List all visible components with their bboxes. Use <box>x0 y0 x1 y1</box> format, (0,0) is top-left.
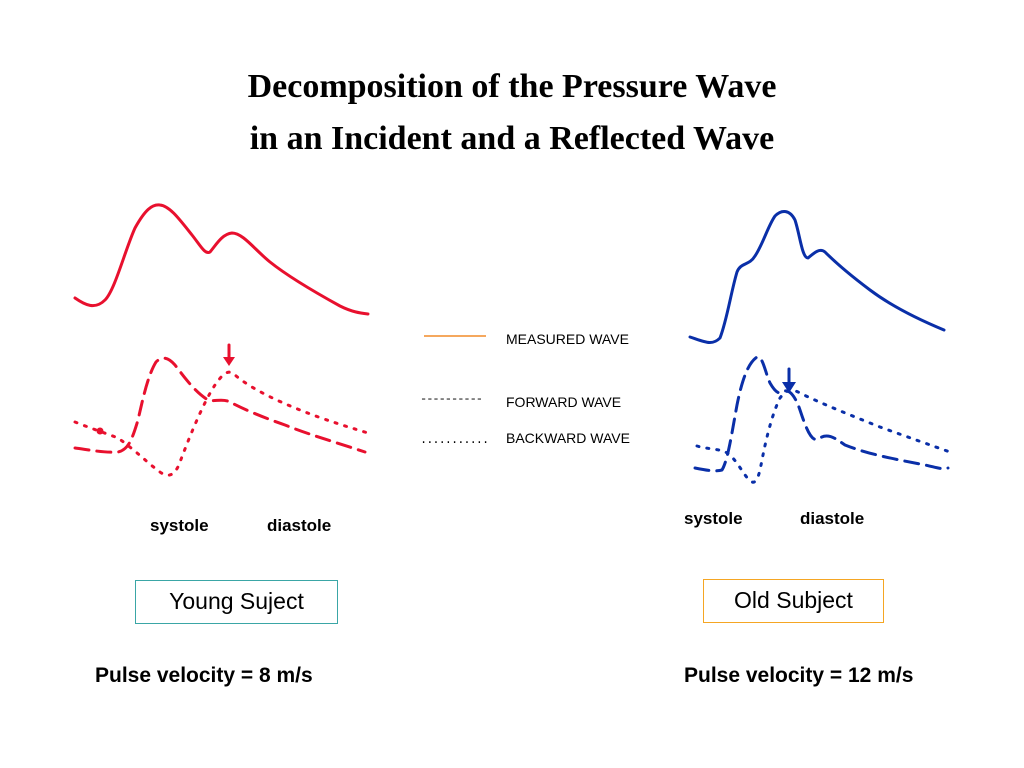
old-systole-label: systole <box>684 509 743 528</box>
legend-forward-label: FORWARD WAVE <box>506 394 622 410</box>
young-subject-box: Young Suject <box>135 580 338 624</box>
old-backward-wave <box>695 388 952 484</box>
old-diastole-label: diastole <box>800 509 865 528</box>
young-pulse-velocity: Pulse velocity = 8 m/s <box>95 664 313 687</box>
old-forward-wave <box>693 355 950 473</box>
young-backward-wave <box>73 370 370 477</box>
young-diastole-label: diastole <box>267 516 332 535</box>
legend-backward-sample: ........... <box>420 433 489 447</box>
title-line-1: Decomposition of the Pressure Wave <box>247 68 777 105</box>
old-pulse-velocity: Pulse velocity = 12 m/s <box>684 664 914 687</box>
old-measured-wave <box>688 210 946 345</box>
legend-forward-sample: ---------- <box>420 392 483 406</box>
old-reflection-arrow-head <box>782 382 796 393</box>
young-measured-wave <box>73 203 370 316</box>
legend-backward-label: BACKWARD WAVE <box>506 430 630 446</box>
title-line-2: in an Incident and a Reflected Wave <box>249 120 775 157</box>
young-systole-label: systole <box>150 516 209 535</box>
legend-measured-label: MEASURED WAVE <box>506 331 629 347</box>
old-waves <box>688 210 952 484</box>
young-waves <box>73 203 370 477</box>
old-subject-box: Old Subject <box>703 579 884 623</box>
young-reflection-arrow-head <box>223 357 235 366</box>
young-marker-dot <box>96 427 104 435</box>
young-forward-wave <box>73 356 367 454</box>
